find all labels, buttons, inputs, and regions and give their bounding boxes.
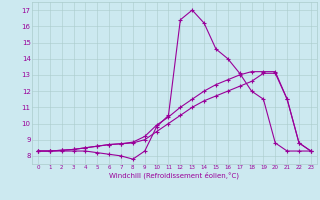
X-axis label: Windchill (Refroidissement éolien,°C): Windchill (Refroidissement éolien,°C) [109, 172, 239, 179]
